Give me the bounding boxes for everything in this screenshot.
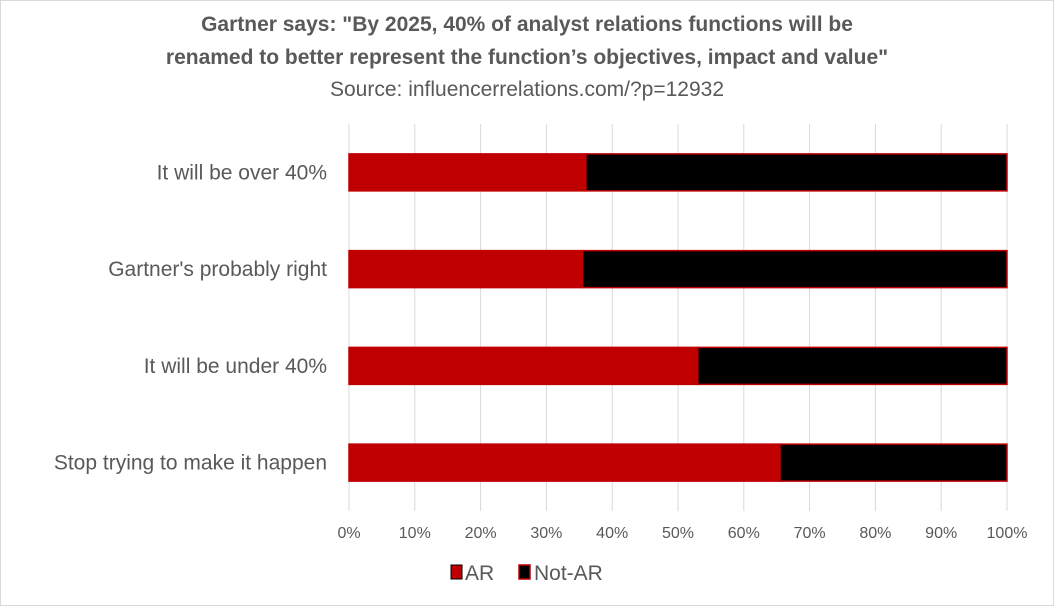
- x-tick-label: 100%: [987, 525, 1028, 542]
- category-labels: It will be over 40% Gartner's probably ri…: [54, 161, 327, 474]
- x-tick-label: 20%: [465, 525, 497, 542]
- bar-segment-ar: [348, 153, 587, 192]
- category-label: It will be under 40%: [144, 355, 327, 378]
- bar-segment-not-ar: [581, 249, 1008, 289]
- bar-segment-not-ar: [779, 443, 1008, 482]
- title-line-2: renamed to better represent the function…: [166, 46, 888, 69]
- bar-segment-not-ar: [585, 153, 1008, 192]
- x-axis-tick-labels: 0% 10% 20% 30% 40% 50% 60% 70% 80% 90% 100%: [337, 525, 1027, 542]
- bars: [348, 153, 1008, 482]
- title-line-1: Gartner says: "By 2025, 40% of analyst r…: [201, 13, 853, 36]
- x-tick-label: 80%: [859, 525, 891, 542]
- category-label: It will be over 40%: [157, 161, 327, 184]
- x-tick-label: 60%: [728, 525, 760, 542]
- x-tick-label: 10%: [399, 525, 431, 542]
- chart-title: Gartner says: "By 2025, 40% of analyst r…: [166, 13, 888, 69]
- legend-swatch-ar: [450, 564, 463, 580]
- x-tick-label: 70%: [794, 525, 826, 542]
- legend-label-not-ar: Not-AR: [534, 562, 603, 585]
- category-label: Gartner's probably right: [108, 258, 327, 281]
- chart-subtitle: Source: influencerrelations.com/?p=12932: [330, 78, 724, 101]
- bar-segment-ar: [348, 249, 584, 289]
- legend-swatch-not-ar: [518, 564, 531, 580]
- category-label: Stop trying to make it happen: [54, 452, 327, 475]
- x-tick-label: 0%: [337, 525, 360, 542]
- bar-segment-not-ar: [696, 346, 1008, 386]
- x-tick-label: 40%: [596, 525, 628, 542]
- x-tick-label: 50%: [662, 525, 694, 542]
- x-tick-label: 90%: [925, 525, 957, 542]
- bar-segment-ar: [348, 443, 781, 482]
- legend-label-ar: AR: [465, 562, 494, 585]
- bar-segment-ar: [348, 346, 699, 386]
- x-tick-label: 30%: [530, 525, 562, 542]
- legend: AR Not-AR: [450, 562, 603, 585]
